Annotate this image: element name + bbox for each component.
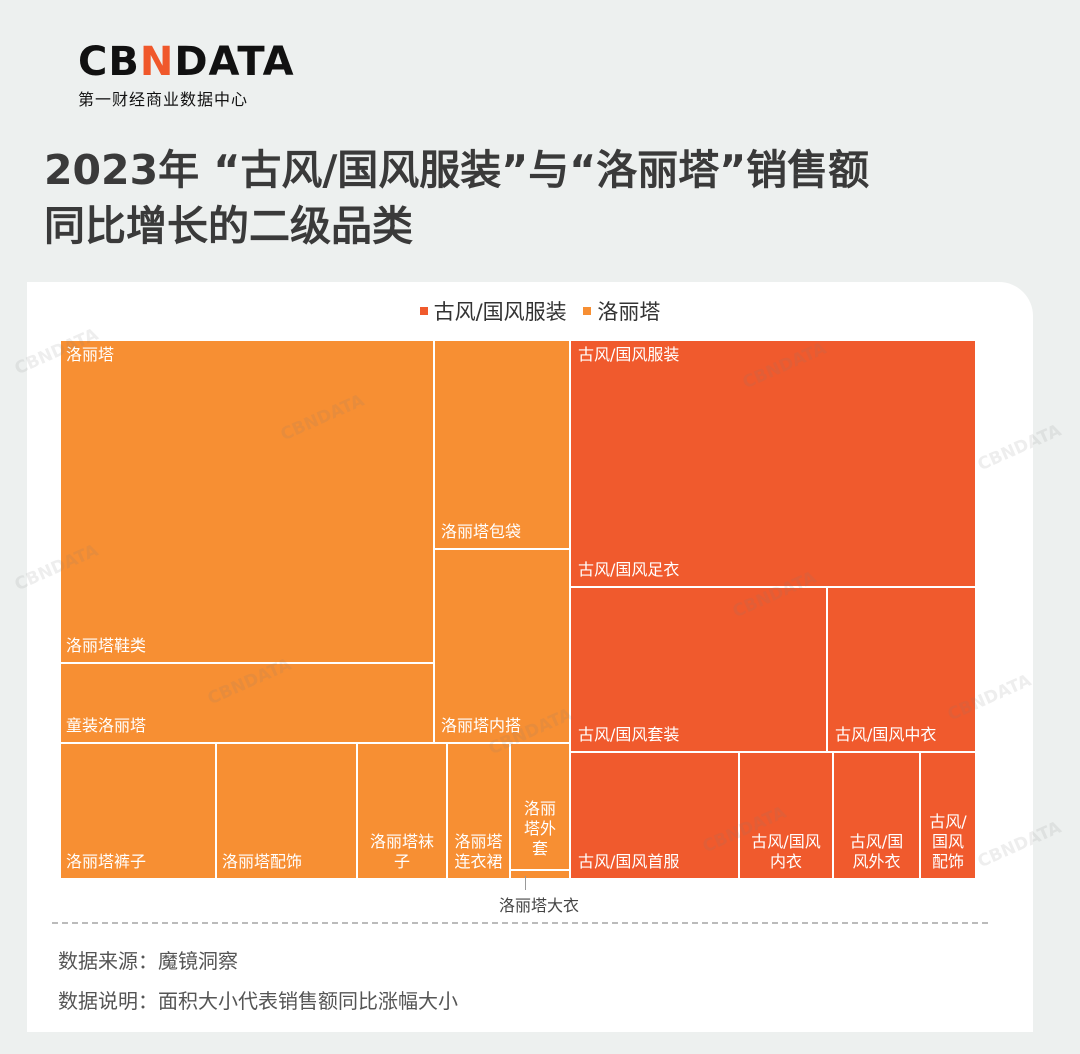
tile-lolita-bags: 洛丽塔包袋 bbox=[434, 340, 570, 549]
tile-label-gufeng-set: 古风/国风套装 bbox=[578, 725, 680, 744]
tile-gufeng-head: 古风/国风首服 bbox=[570, 752, 739, 879]
tile-label-gufeng-middle: 古风/国风中衣 bbox=[835, 725, 937, 744]
tile-label-gufeng-head: 古风/国风首服 bbox=[578, 852, 680, 871]
tile-label-lolita-pants: 洛丽塔裤子 bbox=[66, 852, 147, 871]
tile-label-lolita-dress: 洛丽塔 连衣裙 bbox=[454, 832, 503, 871]
tile-lolita-inner: 洛丽塔内搭 bbox=[434, 549, 570, 743]
cbndata-logo: CBNDATA 第一财经商业数据中心 bbox=[78, 40, 295, 110]
data-source: 数据来源：魔镜洞察 bbox=[58, 949, 238, 973]
footer-divider bbox=[52, 922, 988, 924]
group-label-gufeng: 古风/国风服装 bbox=[578, 345, 680, 364]
tile-label-kids-lolita: 童装洛丽塔 bbox=[66, 716, 147, 735]
chart-legend: 古风/国风服装 洛丽塔 bbox=[0, 296, 1080, 326]
title-line-2: 同比增长的二级品类 bbox=[44, 202, 413, 250]
tile-gufeng-underwear: 古风/国风 内衣 bbox=[739, 752, 833, 879]
tile-lolita-pants: 洛丽塔裤子 bbox=[60, 743, 216, 879]
tile-label-lolita-shoes: 洛丽塔鞋类 bbox=[66, 636, 147, 655]
legend-swatch-lolita bbox=[583, 307, 592, 315]
logo-n-glyph: N bbox=[139, 39, 175, 85]
tile-label-gufeng-footwear: 古风/国风足衣 bbox=[578, 560, 680, 579]
tile-gufeng-accessories: 古风/ 国风 配饰 bbox=[920, 752, 976, 879]
tile-label-lolita-socks: 洛丽塔袜 子 bbox=[369, 832, 434, 871]
tile-label-lolita-accessories: 洛丽塔配饰 bbox=[222, 852, 303, 871]
tile-label-gufeng-outer: 古风/国 风外衣 bbox=[849, 832, 904, 871]
tile-lolita-coat bbox=[510, 870, 570, 879]
tile-gufeng-outer: 古风/国 风外衣 bbox=[833, 752, 920, 879]
legend-item-gufeng: 古风/国风服装 bbox=[419, 296, 567, 326]
callout-label-lolita-coat: 洛丽塔大衣 bbox=[499, 896, 580, 915]
legend-swatch-gufeng bbox=[419, 307, 428, 315]
tile-label-gufeng-accessories: 古风/ 国风 配饰 bbox=[929, 812, 967, 871]
title-line-1: 2023年 “古风/国风服装”与“洛丽塔”销售额 bbox=[44, 146, 870, 194]
logo-wordmark: CBNDATA bbox=[78, 39, 295, 85]
logo-subtitle: 第一财经商业数据中心 bbox=[78, 90, 249, 109]
tile-lolita-dress: 洛丽塔 连衣裙 bbox=[447, 743, 510, 879]
page-title: 2023年 “古风/国风服装”与“洛丽塔”销售额 同比增长的二级品类 bbox=[44, 142, 1044, 254]
tile-label-gufeng-underwear: 古风/国风 内衣 bbox=[751, 832, 821, 871]
tile-gufeng-footwear: 古风/国风服装 古风/国风足衣 bbox=[570, 340, 976, 587]
legend-item-lolita: 洛丽塔 bbox=[583, 296, 660, 326]
tile-kids-lolita: 童装洛丽塔 bbox=[60, 663, 434, 743]
tile-label-lolita-bags: 洛丽塔包袋 bbox=[441, 522, 522, 541]
tile-lolita-socks: 洛丽塔袜 子 bbox=[357, 743, 447, 879]
group-label-lolita: 洛丽塔 bbox=[66, 345, 115, 364]
data-note: 数据说明：面积大小代表销售额同比涨幅大小 bbox=[58, 989, 458, 1013]
tile-label-lolita-jacket: 洛丽 塔外 套 bbox=[523, 799, 556, 858]
callout-line-lolita-coat bbox=[525, 876, 526, 890]
tile-lolita-accessories: 洛丽塔配饰 bbox=[216, 743, 357, 879]
tile-gufeng-middle: 古风/国风中衣 bbox=[827, 587, 976, 752]
tile-lolita-jacket: 洛丽 塔外 套 bbox=[510, 743, 570, 870]
tile-label-lolita-inner: 洛丽塔内搭 bbox=[441, 716, 522, 735]
tile-gufeng-set: 古风/国风套装 bbox=[570, 587, 827, 752]
tile-lolita-shoes: 洛丽塔 洛丽塔鞋类 bbox=[60, 340, 434, 663]
